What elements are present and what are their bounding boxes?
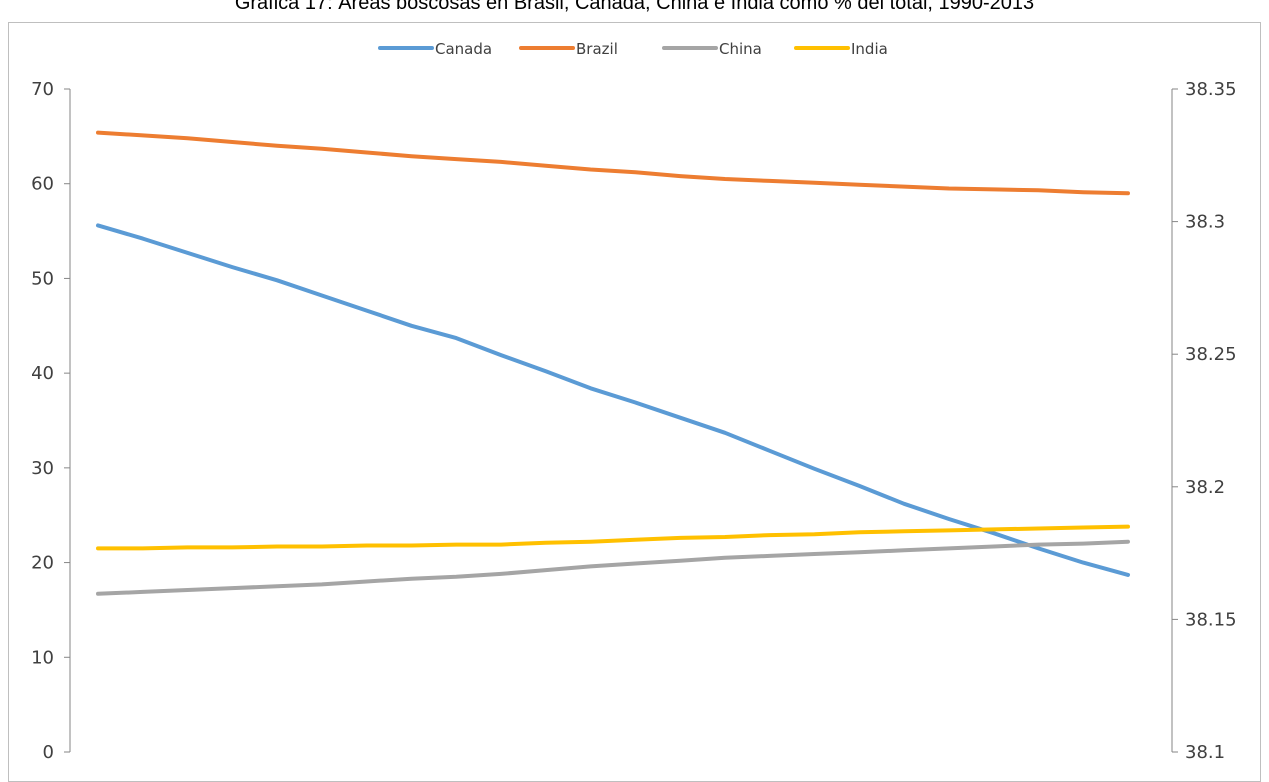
legend-label-india: India — [851, 40, 888, 58]
series-line-canada — [96, 223, 1130, 577]
y-tick-label: 40 — [31, 363, 54, 384]
series-lines — [96, 130, 1130, 596]
y-tick-label: 0 — [43, 742, 54, 763]
y2-tick-label: 38.15 — [1185, 609, 1237, 630]
series-line-india — [96, 524, 1130, 551]
chart-title: Gráfica 17: Áreas boscosas en Brasil, Ca… — [234, 0, 1035, 14]
legend-label-canada: Canada — [435, 40, 492, 58]
series-line-china — [96, 539, 1130, 596]
y-tick-label: 20 — [31, 553, 54, 574]
y2-tick-label: 38.1 — [1185, 742, 1225, 763]
y-tick-label: 60 — [31, 174, 54, 195]
line-chart: 0 10 20 30 40 50 60 70 38.1 38.15 38.2 38.25 38.3 38.… — [31, 40, 1236, 763]
y2-tick-label: 38.25 — [1185, 344, 1237, 365]
y-tick-label: 30 — [31, 458, 54, 479]
legend-label-brazil: Brazil — [576, 40, 618, 58]
y-tick-label: 10 — [31, 647, 54, 668]
y2-tick-label: 38.35 — [1185, 79, 1237, 100]
y2-tick-label: 38.3 — [1185, 212, 1225, 233]
legend: Canada Brazil China India — [378, 40, 888, 58]
y-tick-label: 50 — [31, 268, 54, 289]
series-line-brazil — [96, 130, 1130, 196]
axes: 0 10 20 30 40 50 60 70 38.1 38.15 38.2 38.25 38.3 38.… — [31, 79, 1236, 763]
y2-tick-label: 38.2 — [1185, 477, 1225, 498]
y-tick-label: 70 — [31, 79, 54, 100]
legend-label-china: China — [719, 40, 762, 58]
